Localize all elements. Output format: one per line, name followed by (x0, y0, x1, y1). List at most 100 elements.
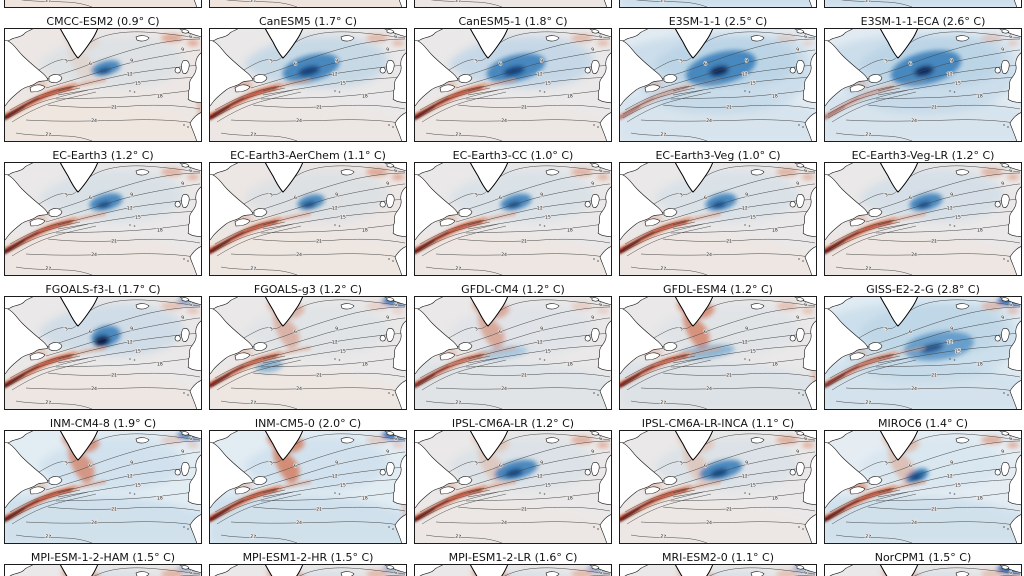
contour-label: 21 (111, 104, 117, 110)
contour-label: 6 (293, 195, 298, 202)
bias-map: 3 6 9 12 15 18 21 24 27 6 9 (209, 162, 407, 276)
contour-label: 21 (316, 238, 322, 244)
panel-title: GFDL-CM4 (1.2° C) (461, 283, 565, 296)
contour-label: 6 (498, 61, 503, 68)
ireland-land (174, 67, 181, 74)
nova-scotia-land (234, 352, 251, 361)
contour-label: 18 (567, 93, 574, 100)
greenland-land (469, 28, 509, 59)
cold-bias-core (710, 468, 728, 478)
contour-label: 9 (950, 58, 954, 64)
africa-land (394, 379, 407, 410)
north-america-land (824, 39, 869, 108)
contour-label: 6 (293, 329, 298, 336)
europe-land (1007, 453, 1022, 506)
isotherm-contours: 3 6 9 12 15 18 21 24 27 6 9 (7, 31, 201, 142)
iceland-land (135, 169, 150, 176)
panel-border (619, 296, 817, 410)
cold-bias-core (709, 65, 729, 77)
ireland-land (584, 67, 591, 74)
isotherm-contours: 3 6 9 12 15 18 21 24 27 6 9 (827, 433, 1021, 544)
contour-label: 24 (911, 252, 917, 258)
great-britain-land (591, 194, 600, 208)
contour-label: 21 (521, 372, 527, 378)
nova-scotia-land (849, 352, 866, 361)
coastlines (4, 430, 202, 544)
contour-label: 6 (908, 61, 913, 68)
coastlines (4, 28, 202, 142)
great-britain-land (181, 194, 190, 208)
great-britain-land (1001, 462, 1010, 476)
north-america-land (414, 307, 459, 376)
bias-map-svg: 3 6 9 12 15 18 21 24 27 6 9 (414, 430, 612, 544)
contour-label: 9 (335, 460, 339, 466)
contour-label: 24 (296, 386, 302, 392)
contour-label: 21 (521, 104, 527, 110)
contour-label: 12 (537, 205, 544, 212)
ireland-land (789, 67, 796, 74)
newfoundland-land (253, 476, 268, 485)
africa-land (394, 245, 407, 276)
nova-scotia-land (234, 486, 251, 495)
contour-label: 27 (455, 534, 462, 541)
panel-title: EC-Earth3 (1.2° C) (52, 149, 154, 162)
panel-title: MPI-ESM-1-2-HAM (1.5° C) (30, 551, 176, 564)
greenland-land (879, 564, 919, 576)
africa-land (804, 245, 817, 276)
newfoundland-land (48, 342, 63, 351)
panel-title: EC-Earth3-Veg-LR (1.2° C) (851, 149, 995, 162)
contour-label: 9 (745, 58, 749, 64)
iceland-land (135, 437, 150, 444)
iceland-land (135, 303, 150, 310)
arctic-canada-land (619, 564, 650, 576)
north-america-land (209, 441, 254, 510)
greenland-land (59, 430, 99, 461)
contour-label: 9 (130, 192, 134, 198)
contour-label: 15 (955, 482, 961, 488)
bias-map: 3 6 9 12 15 18 21 24 27 6 9 (824, 564, 1022, 576)
iceland-land (955, 437, 970, 444)
north-america-land (619, 307, 664, 376)
coastlines (414, 564, 612, 576)
contour-label: 21 (111, 372, 117, 378)
contour-label: 3 (64, 460, 70, 467)
isotherm-contours: 3 6 9 12 15 18 21 24 27 6 9 (417, 433, 611, 544)
panel-border (824, 162, 1022, 276)
contour-label: 27 (865, 132, 872, 139)
great-britain-land (591, 60, 600, 74)
bias-map: 3 6 9 12 15 18 21 24 27 6 9 (824, 296, 1022, 410)
great-britain-land (796, 328, 805, 342)
isotherm-contours: 3 6 9 12 15 18 21 24 27 6 9 (827, 299, 1021, 410)
contour-label: 9 (335, 326, 339, 332)
nova-scotia-land (234, 218, 251, 227)
contour-label: 27 (865, 534, 872, 541)
contour-label: 9 (950, 326, 954, 332)
contour-label: 21 (316, 372, 322, 378)
contour-label: 27 (865, 266, 872, 273)
panel-border (619, 0, 817, 8)
north-america-land (619, 39, 664, 108)
newfoundland-land (663, 342, 678, 351)
panel-title: FGOALS-f3-L (1.7° C) (45, 283, 161, 296)
bias-map-svg: 3 6 9 12 15 18 21 24 27 6 9 (209, 430, 407, 544)
contour-label: 24 (706, 252, 712, 258)
panel-border (4, 564, 202, 576)
africa-land (603, 0, 612, 8)
isotherm-contours: 3 6 9 12 15 18 21 24 27 6 9 (7, 433, 201, 544)
europe-land (597, 319, 612, 372)
europe-land (187, 319, 202, 372)
bias-map: 3 6 9 12 15 18 21 24 27 6 9 (619, 296, 817, 410)
coastlines (4, 564, 202, 576)
greenland-land (879, 162, 919, 193)
nova-scotia-land (439, 218, 456, 227)
contour-label: 6 (599, 34, 603, 41)
contour-label: 24 (911, 386, 917, 392)
arctic-canada-land (209, 564, 240, 576)
coastlines (414, 28, 612, 142)
europe-land (1007, 51, 1022, 104)
model-panel: IPSL-CM6A-LR (1.2° C) (414, 412, 612, 544)
coastlines (414, 296, 612, 410)
contour-label: 12 (127, 473, 134, 480)
contour-label: 9 (950, 192, 954, 198)
greenland-land (469, 162, 509, 193)
